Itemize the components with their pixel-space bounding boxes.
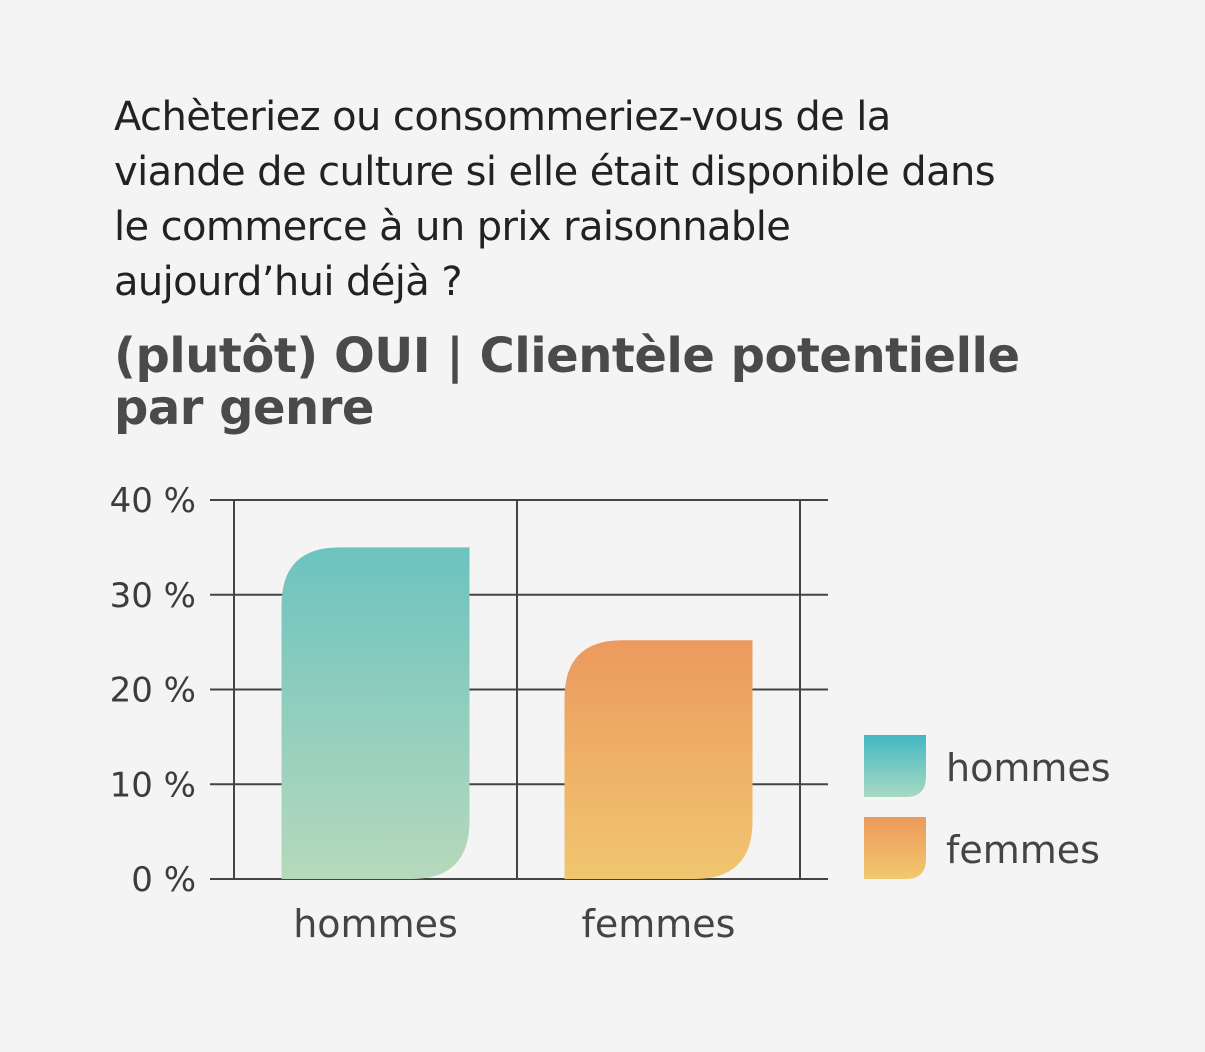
- x-axis-labels: hommes femmes: [293, 902, 735, 946]
- bar-femmes: [564, 640, 753, 879]
- chart-title: (plutôt) OUI | Clientèle potentielle par…: [114, 328, 1020, 436]
- question-text: Achèteriez ou consommeriez-vous de la vi…: [114, 94, 996, 305]
- x-tick-label: hommes: [293, 902, 458, 946]
- y-tick-label: 0 %: [131, 860, 196, 900]
- y-tick-label: 40 %: [110, 481, 196, 521]
- bar-hommes: [281, 547, 470, 879]
- legend-swatch-hommes: [864, 735, 926, 797]
- bars: [281, 547, 753, 879]
- legend-label-femmes: femmes: [946, 828, 1100, 872]
- legend-swatch-femmes: [864, 817, 926, 879]
- y-tick-label: 30 %: [110, 576, 196, 616]
- y-tick-label: 20 %: [110, 671, 196, 711]
- x-tick-label: femmes: [582, 902, 736, 946]
- legend-label-hommes: hommes: [946, 746, 1111, 790]
- y-tick-label: 10 %: [110, 765, 196, 805]
- y-axis-ticks: 0 % 10 % 20 % 30 % 40 %: [110, 481, 196, 900]
- legend: hommes femmes: [864, 735, 1111, 879]
